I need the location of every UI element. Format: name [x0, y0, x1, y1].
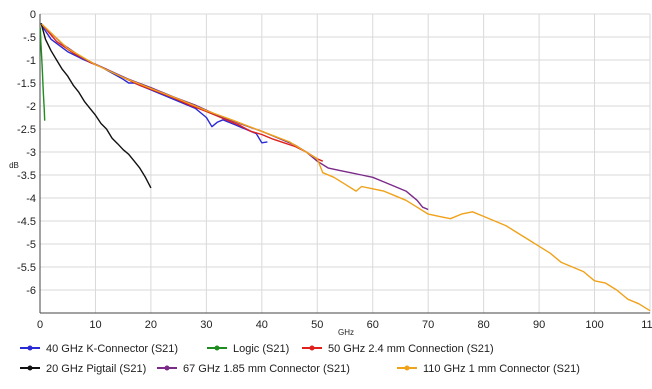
x-tick-label: 60: [367, 319, 379, 331]
legend-label: 50 GHz 2.4 mm Connection (S21): [328, 343, 494, 355]
x-tick-label: 0: [37, 319, 43, 331]
series-line: [39, 27, 46, 121]
legend-label: 110 GHz 1 mm Connector (S21): [423, 363, 580, 375]
x-tick-label: 30: [200, 319, 212, 331]
legend: 40 GHz K-Connector (S21) Logic (S21) 50 GH…: [20, 343, 580, 375]
legend-label: 20 GHz Pigtail (S21): [46, 363, 146, 375]
x-tick-label: 50: [311, 319, 323, 331]
y-tick-label: -5.5: [17, 262, 36, 274]
series-line: [41, 23, 429, 211]
legend-label: Logic (S21): [233, 343, 289, 355]
y-tick-label: -5: [26, 239, 36, 251]
x-tick-label: 90: [533, 319, 545, 331]
y-tick-label: -2.5: [17, 124, 36, 136]
legend-marker: [27, 365, 33, 371]
y-tick-label: -6: [26, 285, 36, 297]
series-line: [40, 23, 152, 189]
x-tick-label: 70: [422, 319, 434, 331]
grid-layer: [39, 13, 651, 313]
legend-marker: [309, 345, 315, 351]
x-tick-label: 100: [585, 319, 603, 331]
legend-label: 40 GHz K-Connector (S21): [46, 343, 178, 355]
x-tick-label: 10: [89, 319, 101, 331]
legend-marker: [214, 345, 220, 351]
x-tick-label: 20: [145, 319, 157, 331]
axes-layer: [39, 14, 650, 314]
y-tick-label: -4.5: [17, 216, 36, 228]
x-tick-label: 40: [256, 319, 268, 331]
x-tick-label: 80: [478, 319, 490, 331]
y-tick-label: -3: [26, 147, 36, 159]
y-tick-label: -3.5: [17, 170, 36, 182]
y-axis-title: dB: [9, 161, 19, 170]
legend-marker: [404, 365, 410, 371]
series-layer: [39, 23, 651, 312]
legend-label: 67 GHz 1.85 mm Connector (S21): [183, 363, 350, 375]
labels-layer: 0 -.5 -1 -1.5 -2 -2.5 -3 -3.5 -4 -4.5 -5 -5.5 -6 0 10 2…: [9, 9, 652, 337]
legend-marker: [164, 365, 170, 371]
y-tick-label: -.5: [23, 32, 36, 44]
x-axis-title: GHz: [338, 328, 354, 337]
y-tick-label: -1.5: [17, 78, 36, 90]
series-line: [41, 23, 324, 162]
y-tick-label: -4: [26, 193, 36, 205]
series-line: [41, 25, 268, 144]
x-tick-label: 110: [641, 319, 652, 331]
series-line: [41, 23, 651, 312]
y-tick-label: -1: [26, 55, 36, 67]
legend-marker: [27, 345, 33, 351]
y-tick-label: 0: [30, 9, 36, 21]
y-tick-label: -2: [26, 101, 36, 113]
